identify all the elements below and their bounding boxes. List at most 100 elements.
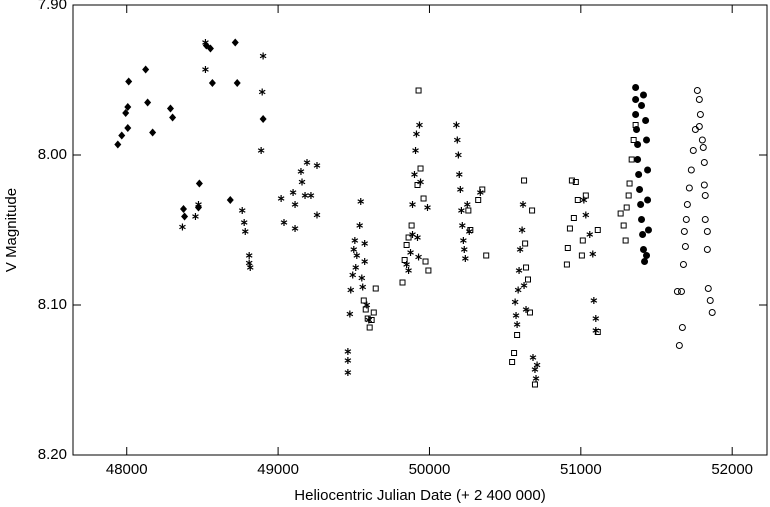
point bbox=[522, 306, 530, 313]
point bbox=[124, 124, 132, 132]
point bbox=[695, 96, 703, 103]
point bbox=[192, 213, 199, 220]
point bbox=[514, 332, 521, 338]
point bbox=[425, 267, 432, 274]
point bbox=[414, 182, 421, 188]
point bbox=[361, 240, 369, 247]
y-tick-label: 8.10 bbox=[38, 296, 67, 313]
point bbox=[639, 246, 647, 253]
point bbox=[169, 113, 177, 122]
point bbox=[202, 66, 209, 73]
point bbox=[564, 245, 571, 251]
point bbox=[592, 327, 600, 334]
point bbox=[617, 210, 624, 217]
point bbox=[533, 361, 541, 369]
point bbox=[632, 111, 640, 118]
point bbox=[632, 84, 640, 91]
point bbox=[195, 179, 203, 188]
point bbox=[701, 216, 709, 223]
point bbox=[515, 267, 523, 274]
point bbox=[673, 288, 681, 295]
point bbox=[412, 147, 419, 154]
point bbox=[405, 234, 412, 241]
point bbox=[298, 178, 306, 186]
point bbox=[350, 246, 358, 253]
point bbox=[475, 197, 482, 203]
point bbox=[245, 259, 253, 267]
point bbox=[280, 219, 288, 226]
point bbox=[635, 171, 643, 178]
point bbox=[208, 79, 216, 87]
point bbox=[258, 88, 266, 96]
point bbox=[246, 264, 254, 271]
point bbox=[413, 130, 420, 138]
point bbox=[349, 271, 357, 279]
point bbox=[166, 104, 174, 113]
point bbox=[633, 126, 641, 133]
point bbox=[703, 228, 711, 235]
point bbox=[626, 180, 633, 187]
point bbox=[458, 207, 465, 214]
point bbox=[570, 215, 577, 221]
point bbox=[414, 234, 421, 241]
point bbox=[241, 228, 249, 235]
point bbox=[313, 162, 321, 169]
point bbox=[460, 237, 467, 244]
point bbox=[479, 186, 486, 193]
point bbox=[589, 250, 597, 258]
point bbox=[362, 306, 369, 313]
point bbox=[463, 201, 471, 208]
point bbox=[245, 252, 253, 259]
x-tick-label: 50000 bbox=[409, 461, 451, 478]
point bbox=[586, 231, 594, 238]
point bbox=[417, 165, 424, 172]
point bbox=[644, 226, 652, 234]
point bbox=[233, 79, 241, 87]
x-tick-label: 52000 bbox=[711, 461, 753, 478]
point bbox=[226, 196, 234, 204]
point bbox=[678, 324, 686, 331]
point bbox=[637, 201, 645, 208]
point bbox=[344, 357, 352, 364]
point bbox=[301, 192, 309, 199]
point bbox=[415, 87, 422, 94]
point bbox=[685, 184, 693, 192]
point bbox=[124, 103, 132, 111]
point bbox=[259, 115, 267, 123]
point bbox=[632, 96, 640, 103]
point bbox=[687, 166, 695, 174]
point bbox=[641, 258, 649, 265]
point bbox=[700, 159, 708, 166]
point bbox=[706, 297, 714, 304]
point bbox=[347, 286, 355, 294]
point bbox=[566, 225, 573, 232]
point bbox=[125, 77, 133, 86]
point bbox=[582, 192, 589, 199]
point bbox=[457, 186, 464, 193]
point bbox=[259, 52, 267, 60]
point bbox=[682, 216, 690, 223]
point bbox=[424, 204, 431, 211]
point bbox=[514, 286, 522, 294]
point bbox=[625, 192, 632, 199]
point bbox=[509, 359, 516, 365]
point bbox=[408, 222, 415, 229]
point bbox=[634, 156, 642, 163]
point bbox=[360, 297, 367, 304]
x-tick-label: 51000 bbox=[560, 461, 602, 478]
point bbox=[467, 227, 474, 233]
point bbox=[675, 342, 683, 349]
point bbox=[531, 381, 538, 388]
point bbox=[590, 297, 598, 304]
x-tick-label: 49000 bbox=[257, 461, 299, 478]
point bbox=[521, 177, 528, 184]
point bbox=[303, 159, 311, 166]
point bbox=[628, 156, 635, 163]
point bbox=[231, 38, 239, 47]
point bbox=[416, 121, 423, 129]
point bbox=[638, 216, 646, 223]
point bbox=[313, 211, 321, 219]
point bbox=[634, 141, 642, 148]
point bbox=[358, 274, 366, 282]
